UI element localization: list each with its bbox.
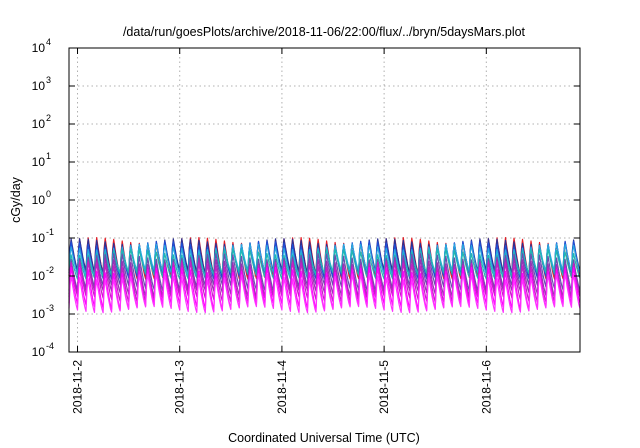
x-tick-label: 2018-11-4 (275, 360, 289, 414)
x-axis-ticks: 2018-11-2 2018-11-3 2018-11-4 2018-11-5 2018… (71, 48, 493, 414)
y-tick-exponent: 1 (46, 151, 51, 161)
x-tick-label: 2018-11-6 (479, 360, 493, 414)
y-tick-exponent: 3 (46, 75, 51, 85)
y-tick-exponent: -1 (46, 227, 54, 237)
y-tick-label: 10 (32, 41, 46, 55)
y-axis-label: cGy/day (9, 176, 23, 223)
y-tick-label: 10 (32, 117, 46, 131)
series-lines (68, 237, 581, 314)
y-tick-label: 10 (32, 345, 46, 359)
y-tick-label: 10 (32, 79, 46, 93)
y-tick-exponent: -4 (46, 341, 54, 351)
x-axis-label: Coordinated Universal Time (UTC) (228, 431, 420, 445)
y-tick-label: 10 (32, 307, 46, 321)
series-line (68, 273, 581, 314)
y-tick-label: 10 (32, 155, 46, 169)
y-tick-label: 10 (32, 193, 46, 207)
y-tick-exponent: -2 (46, 265, 54, 275)
y-tick-exponent: 4 (46, 37, 51, 47)
chart-title: /data/run/goesPlots/archive/2018-11-06/2… (123, 25, 526, 39)
y-tick-label: 10 (32, 231, 46, 245)
y-tick-exponent: 0 (46, 189, 51, 199)
x-tick-label: 2018-11-3 (173, 360, 187, 414)
y-tick-exponent: 2 (46, 113, 51, 123)
y-tick-exponent: -3 (46, 303, 54, 313)
y-tick-label: 10 (32, 269, 46, 283)
x-tick-label: 2018-11-5 (377, 360, 391, 414)
x-tick-label: 2018-11-2 (71, 360, 85, 414)
